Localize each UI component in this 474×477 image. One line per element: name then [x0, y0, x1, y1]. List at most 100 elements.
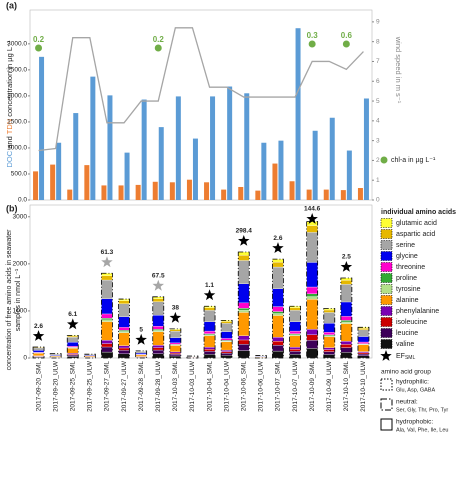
bar-segment — [119, 330, 130, 331]
bar-segment — [307, 297, 318, 300]
x-tick-label: 2017-09-27_SML — [104, 361, 111, 412]
bar — [39, 57, 44, 200]
y2-tick-label: 6 — [376, 78, 380, 85]
bar-segment — [221, 350, 232, 352]
y-tick-label: 0 — [23, 355, 27, 362]
bar-segment — [204, 335, 215, 336]
bar-segment — [238, 312, 249, 335]
bar — [296, 28, 301, 200]
bar-segment — [307, 294, 318, 297]
bar-segment — [204, 349, 215, 351]
chl-label: 0.2 — [33, 35, 45, 44]
ef-star — [135, 334, 147, 345]
bar-segment — [290, 347, 301, 349]
legend-label: glycine — [396, 253, 418, 260]
bar — [307, 190, 312, 200]
bar-segment — [307, 287, 318, 294]
bar-segment — [272, 341, 283, 345]
bar — [364, 98, 369, 200]
bar-segment — [119, 354, 130, 358]
bar — [278, 141, 283, 200]
x-tick-label: 2017-10-10_SML — [343, 361, 350, 412]
bar-segment — [119, 350, 130, 354]
legend-label: serine — [396, 242, 415, 249]
bar-segment — [324, 352, 335, 355]
bar-segment — [358, 353, 369, 354]
bar-segment — [170, 330, 181, 331]
legend-label: alanine — [396, 297, 419, 304]
bar-segment — [341, 280, 352, 284]
legend-swatch — [381, 252, 392, 261]
y-tick-label: 1500.0 — [7, 119, 27, 126]
x-tick-label: 2017-09-20_SML — [35, 361, 42, 412]
ef-star — [101, 256, 113, 267]
bar — [193, 139, 198, 200]
ef-label: 1.1 — [205, 282, 214, 289]
label-part: DOC — [5, 150, 14, 167]
bar-segment — [153, 348, 164, 350]
chl-dot — [35, 45, 42, 52]
bar-segment — [307, 329, 318, 334]
bar-segment — [324, 323, 335, 332]
bar-segment — [170, 338, 181, 343]
ef-label: 38 — [172, 305, 180, 312]
x-tick-label: 2017-10-04_SML — [206, 361, 213, 412]
bar-segment — [358, 337, 369, 343]
bar-segment — [101, 318, 112, 320]
bar-segment — [272, 267, 283, 289]
ef-star — [153, 280, 165, 291]
bar-segment — [153, 332, 164, 345]
group-name: hydrophilic: — [396, 379, 429, 386]
legend-dot — [381, 157, 388, 164]
bar-segment — [358, 330, 369, 337]
bar — [341, 190, 346, 200]
bar — [290, 181, 295, 200]
y2-tick-label: 5 — [376, 98, 380, 105]
y2-tick-label: 1 — [376, 177, 380, 184]
bar-segment — [170, 345, 181, 351]
y-tick-label: 3000 — [13, 213, 28, 220]
bar-segment — [238, 308, 249, 310]
bar-segment — [324, 312, 335, 323]
bar-segment — [341, 320, 352, 322]
bar-segment — [238, 261, 249, 284]
bar-segment — [324, 355, 335, 358]
group-members: Ser, Gly, Thr, Pro, Tyr — [396, 407, 448, 413]
bar-segment — [290, 334, 301, 335]
bar-segment — [170, 352, 181, 353]
bar-segment — [238, 303, 249, 308]
bar — [187, 180, 192, 200]
x-tick-label: 2017-10-09_ULW — [326, 360, 333, 412]
chl-label: 0.2 — [153, 35, 165, 44]
bar — [255, 191, 260, 200]
y2-tick-label: 8 — [376, 38, 380, 45]
bar-segment — [358, 345, 369, 352]
bar-segment — [33, 353, 44, 355]
bar-segment — [307, 299, 318, 329]
bar-segment — [136, 355, 147, 357]
label-part: concentration in µg L⁻¹ — [5, 40, 14, 117]
group-name: hydrophobic: — [396, 419, 433, 426]
x-tick-label: 2017-10-03_ULW — [189, 360, 196, 412]
ef-star — [33, 330, 45, 341]
bar-segment — [238, 284, 249, 303]
ef-star — [170, 312, 182, 323]
ef-label: 67.5 — [152, 273, 165, 280]
bar-segment — [238, 252, 249, 255]
ef-star — [341, 261, 353, 272]
group-swatch — [381, 399, 392, 410]
bar — [125, 153, 130, 200]
bar-segment — [272, 345, 283, 351]
bar-segment — [290, 354, 301, 358]
bar-segment — [307, 226, 318, 233]
bar-segment — [170, 331, 181, 337]
x-tick-label: 2017-10-10_ULW — [360, 360, 367, 412]
y2-tick-label: 9 — [376, 19, 380, 26]
ef-label: 2.6 — [34, 323, 43, 330]
y2-tick-label: 2 — [376, 157, 380, 164]
bar — [67, 190, 72, 200]
ef-star — [272, 242, 284, 253]
bar-segment — [153, 329, 164, 330]
bar-segment — [204, 331, 215, 334]
